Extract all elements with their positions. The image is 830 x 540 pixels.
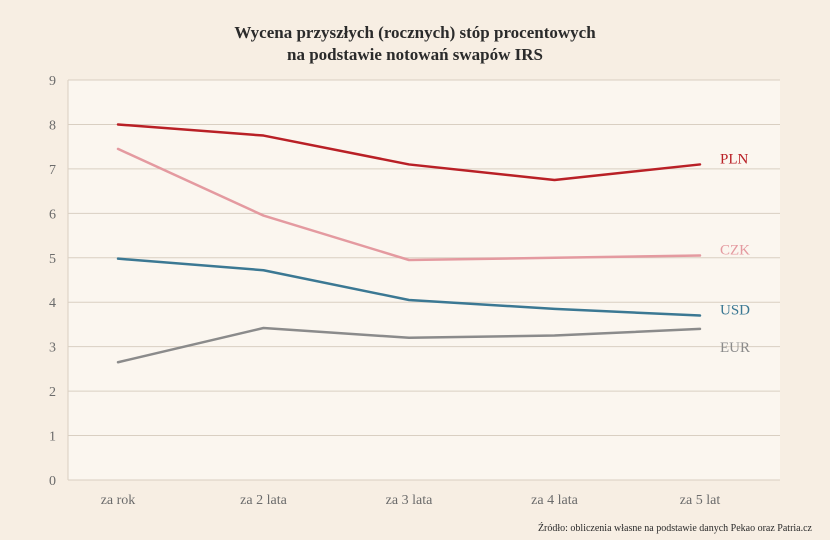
chart-title: Wycena przyszłych (rocznych) stóp procen…: [0, 22, 830, 66]
series-label-usd: USD: [720, 303, 750, 319]
chart-footnote: Źródło: obliczenia własne na podstawie d…: [538, 523, 812, 534]
x-tick-label: za 2 lata: [240, 493, 287, 508]
x-tick-label: za 3 lata: [386, 493, 433, 508]
y-tick-label: 2: [49, 385, 56, 400]
y-tick-label: 7: [49, 163, 56, 178]
series-label-pln: PLN: [720, 151, 749, 167]
y-tick-label: 4: [49, 296, 56, 311]
y-tick-label: 8: [49, 118, 56, 133]
y-tick-label: 9: [49, 74, 56, 89]
chart-svg: 0 1 2 3 4 5 6 7 8 9 za rok za 2 lata za 3 lata za 4 l…: [0, 0, 830, 540]
plot-area: [68, 80, 780, 480]
x-tick-label: za rok: [101, 493, 136, 508]
y-tick-label: 5: [49, 252, 56, 267]
x-tick-label: za 4 lata: [531, 493, 578, 508]
x-tick-label: za 5 lat: [680, 493, 721, 508]
y-tick-label: 6: [49, 207, 56, 222]
title-line-1: Wycena przyszłych (rocznych) stóp procen…: [0, 22, 830, 44]
y-tick-label: 3: [49, 341, 56, 356]
series-label-czk: CZK: [720, 243, 750, 259]
title-line-2: na podstawie notowań swapów IRS: [0, 44, 830, 66]
series-label-eur: EUR: [720, 340, 750, 356]
y-tick-label: 0: [49, 474, 56, 489]
chart-container: Wycena przyszłych (rocznych) stóp procen…: [0, 0, 830, 540]
y-tick-label: 1: [49, 430, 56, 445]
